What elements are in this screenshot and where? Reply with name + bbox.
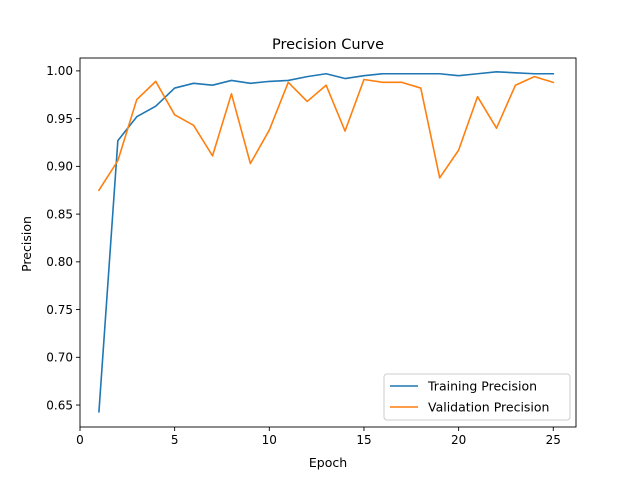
y-tick-label: 0.75 — [46, 303, 73, 317]
series-line-training — [98, 71, 555, 413]
legend-box — [383, 373, 571, 421]
y-tick-label: 0.65 — [46, 398, 73, 412]
y-tick-label: 0.80 — [46, 255, 73, 269]
legend-label-validation: Validation Precision — [428, 400, 549, 415]
y-tick-label: 1.00 — [46, 64, 73, 78]
x-tick-label: 10 — [262, 433, 277, 447]
x-tick-label: 25 — [546, 433, 561, 447]
y-tick-label: 0.95 — [46, 112, 73, 126]
y-tick-label: 0.85 — [46, 207, 73, 221]
plot-layer: 0 5 10 15 20 25 0.65 0.70 0.75 0.80 0.85 0.90 0.95 1.… — [46, 57, 577, 447]
x-tick-label: 5 — [171, 433, 179, 447]
x-tick-label: 20 — [451, 433, 466, 447]
plot-frame — [79, 57, 577, 428]
series-line-validation — [97, 75, 555, 192]
y-tick-label: 0.90 — [46, 160, 73, 174]
x-tick-label: 0 — [76, 433, 84, 447]
legend: Training Precision Validation Precision — [383, 373, 571, 421]
y-axis-label: Precision — [19, 216, 34, 272]
x-axis-label: Epoch — [309, 455, 347, 470]
y-tick-label: 0.70 — [46, 351, 73, 365]
x-tick-label: 15 — [356, 433, 371, 447]
chart-title: Precision Curve — [272, 37, 384, 53]
legend-label-training: Training Precision — [427, 379, 537, 394]
